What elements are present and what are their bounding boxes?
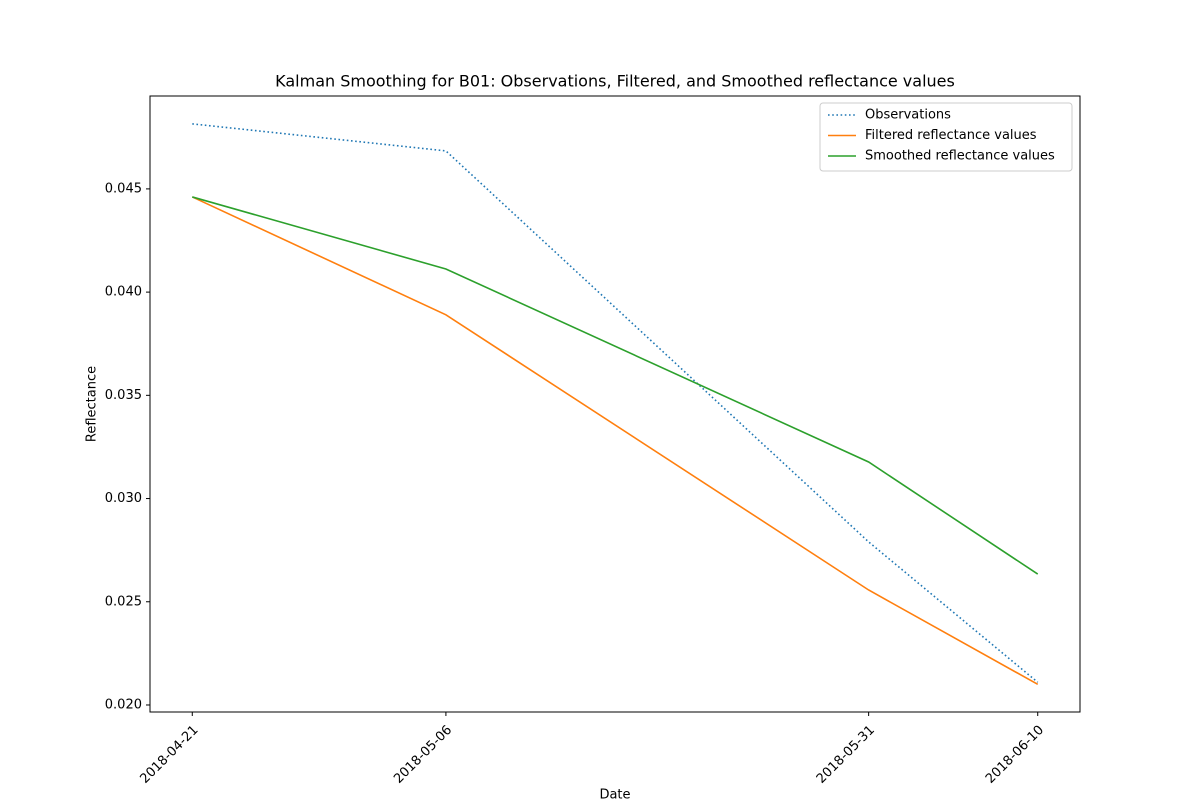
series-line [192, 196, 1039, 575]
series-line [191, 196, 1039, 686]
legend-label: Observations [865, 108, 951, 123]
y-axis-label: Reflectance [85, 366, 100, 442]
y-tick-label: 0.030 [105, 491, 142, 506]
x-tick-label: 2018-05-06 [391, 723, 455, 787]
legend-label: Filtered reflectance values [865, 128, 1037, 143]
series-line [192, 123, 1039, 683]
y-tick-label: 0.020 [105, 697, 142, 712]
y-tick-label: 0.035 [105, 388, 142, 403]
x-tick-label: 2018-04-21 [138, 723, 202, 787]
x-tick-label: 2018-05-31 [814, 723, 878, 787]
x-tick-label: 2018-06-10 [983, 723, 1047, 787]
chart-title: Kalman Smoothing for B01: Observations, … [275, 72, 955, 91]
y-tick-label: 0.025 [105, 594, 142, 609]
legend-box [819, 102, 1073, 172]
x-axis-label: Date [599, 788, 630, 800]
y-tick-label: 0.045 [105, 181, 142, 196]
legend-label: Smoothed reflectance values [865, 149, 1055, 164]
y-tick-label: 0.040 [105, 285, 142, 300]
plot-frame [149, 95, 1081, 713]
